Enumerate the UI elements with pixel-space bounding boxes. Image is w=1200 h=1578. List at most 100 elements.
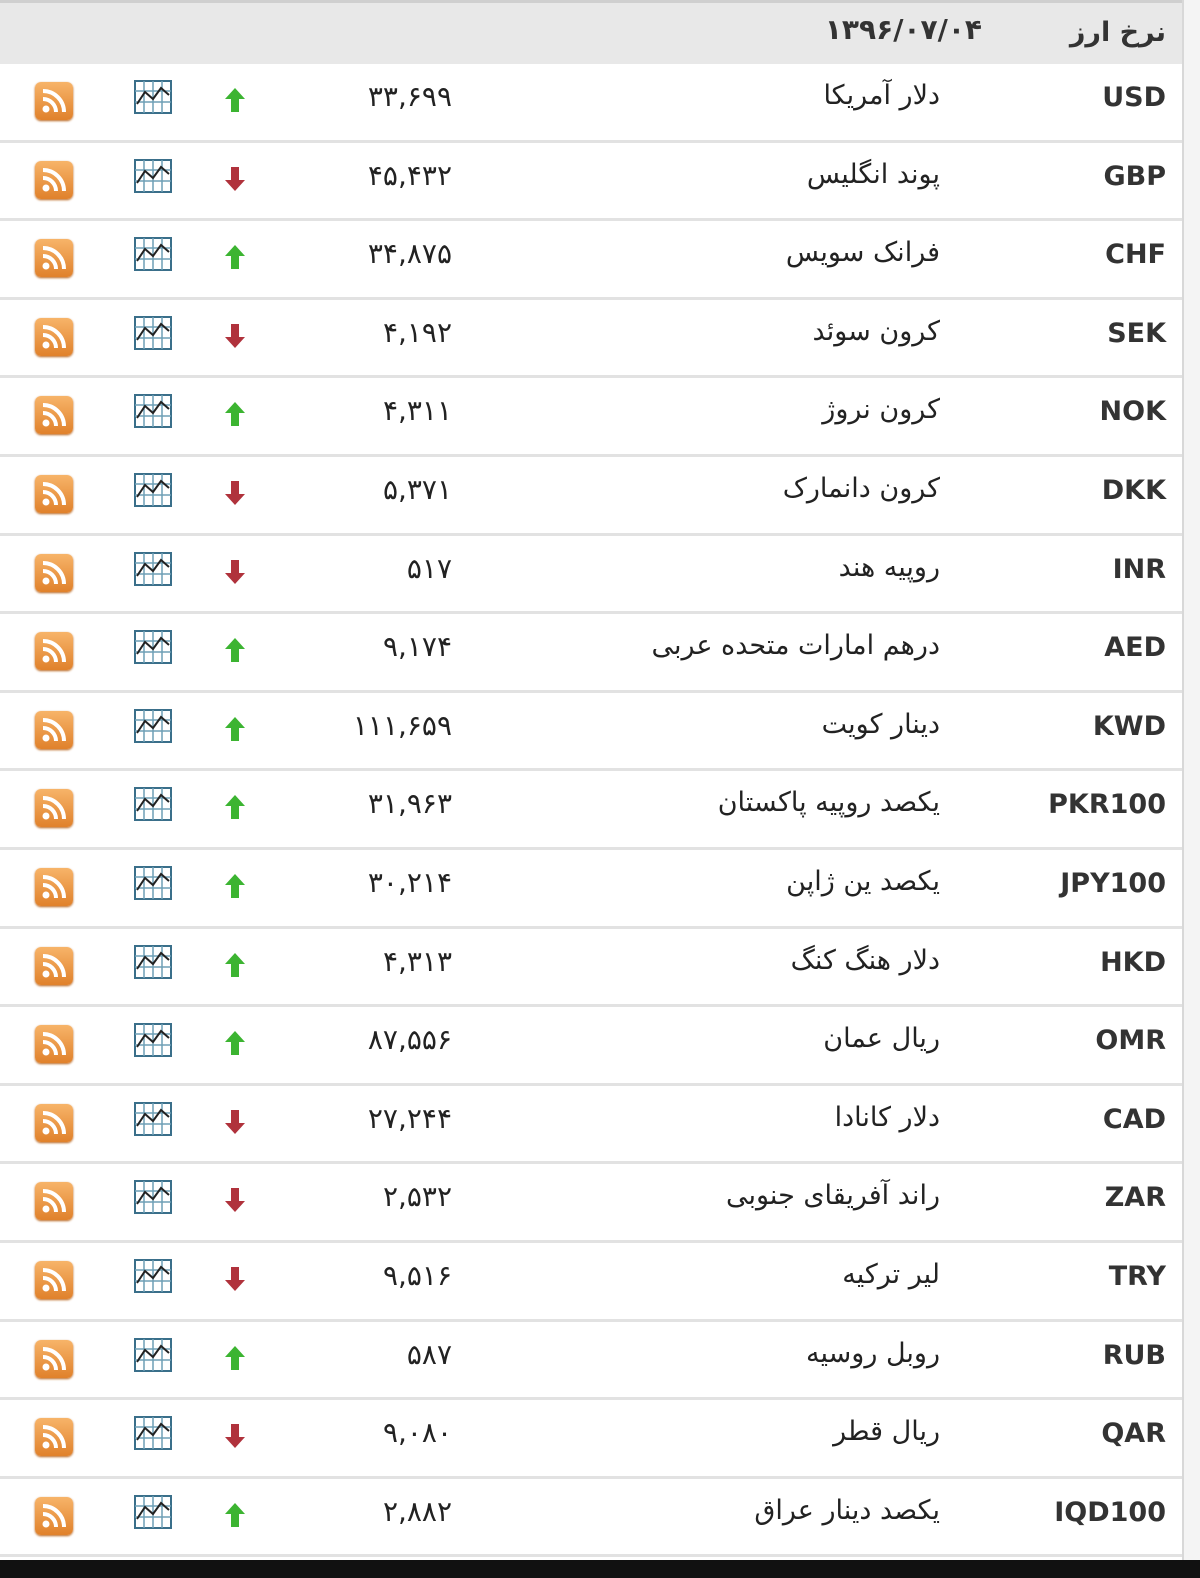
currency-rate: ۹,۰۸۰: [382, 1416, 452, 1450]
rss-feed-icon[interactable]: [35, 396, 73, 435]
chart-icon[interactable]: [134, 551, 172, 586]
rss-feed-icon[interactable]: [35, 82, 73, 120]
chart-icon[interactable]: [134, 394, 172, 429]
currency-rate: ۹,۱۷۴: [382, 630, 452, 664]
arrow-down-icon: [225, 481, 245, 505]
currency-name: لیر ترکیه: [842, 1259, 940, 1290]
currency-name: دلار آمریکا: [823, 80, 940, 111]
chart-icon[interactable]: [134, 1101, 172, 1136]
currency-name: روبل روسیه: [806, 1337, 940, 1369]
currency-rate: ۸۷,۵۵۶: [367, 1023, 452, 1057]
currency-rate: ۹,۵۱۶: [382, 1259, 452, 1292]
rss-feed-icon[interactable]: [35, 317, 73, 356]
currency-code: DKK: [1101, 475, 1166, 506]
currency-code: OMR: [1095, 1025, 1166, 1057]
currency-name: راند آفریقای جنوبی: [725, 1180, 940, 1212]
chart-icon[interactable]: [134, 1494, 172, 1529]
scrollbar-track: [1184, 0, 1200, 1560]
table-row: CAD دلار کانادا ۲۷,۲۴۴: [0, 1086, 1182, 1165]
chart-icon[interactable]: [134, 866, 172, 900]
arrow-up-icon: [225, 88, 245, 112]
rss-feed-icon[interactable]: [35, 1418, 73, 1457]
currency-rate: ۳۳,۶۹۹: [367, 80, 452, 113]
chart-icon[interactable]: [134, 630, 172, 665]
currency-rate: ۲۷,۲۴۴: [367, 1101, 452, 1135]
chart-icon[interactable]: [134, 80, 172, 114]
currency-code: CAD: [1102, 1103, 1166, 1135]
header-date: ۱۳۹۶/۰۷/۰۴: [824, 13, 982, 46]
chart-icon[interactable]: [134, 237, 172, 272]
rss-feed-icon[interactable]: [35, 1182, 73, 1221]
arrow-up-icon: [225, 952, 245, 977]
currency-code: JPY100: [1060, 868, 1166, 899]
table-row: NOK کرون نروژ ۴,۳۱۱: [0, 378, 1182, 457]
table-row: GBP پوند انگلیس ۴۵,۴۳۲: [0, 143, 1182, 222]
currency-code: RUB: [1102, 1339, 1166, 1371]
arrow-down-icon: [225, 166, 245, 191]
chart-icon[interactable]: [134, 1337, 172, 1372]
rss-feed-icon[interactable]: [35, 710, 73, 749]
table-row: CHF فرانک سویس ۳۴,۸۷۵: [0, 221, 1182, 300]
currency-name: ریال قطر: [833, 1416, 940, 1448]
table-row: QAR ریال قطر ۹,۰۸۰: [0, 1400, 1182, 1479]
rss-feed-icon[interactable]: [35, 946, 73, 985]
currency-code: SEK: [1107, 317, 1166, 349]
chart-icon[interactable]: [134, 1416, 172, 1451]
rss-feed-icon[interactable]: [35, 632, 73, 671]
currency-code: IQD100: [1054, 1496, 1166, 1528]
currency-code: CHF: [1105, 239, 1166, 271]
currency-rate: ۴۵,۴۳۲: [367, 158, 452, 192]
currency-name: فرانک سویس: [785, 237, 940, 269]
currency-code: GBP: [1103, 160, 1166, 192]
rss-feed-icon[interactable]: [35, 868, 73, 906]
currency-code: PKR100: [1048, 789, 1166, 821]
currency-rate: ۲,۵۳۲: [382, 1180, 452, 1214]
arrow-down-icon: [225, 1267, 245, 1291]
arrow-up-icon: [225, 874, 245, 898]
currency-code: QAR: [1101, 1418, 1166, 1450]
table-row: KWD دینار کویت ۱۱۱,۶۵۹: [0, 693, 1182, 772]
currency-name: دلار هنگ کنگ: [790, 944, 940, 976]
currency-name: ریال عمان: [823, 1023, 940, 1055]
chart-icon[interactable]: [134, 1259, 172, 1293]
rss-feed-icon[interactable]: [35, 160, 73, 199]
rss-feed-icon[interactable]: [35, 1339, 73, 1378]
chart-icon[interactable]: [134, 473, 172, 507]
table-row: DKK کرون دانمارک ۵,۳۷۱: [0, 457, 1182, 536]
currency-rate: ۲,۸۸۲: [382, 1494, 452, 1528]
currency-rate: ۵,۳۷۱: [382, 473, 452, 506]
bottom-border: [0, 1560, 1200, 1578]
rss-feed-icon[interactable]: [35, 475, 73, 513]
arrow-down-icon: [225, 323, 245, 348]
chart-icon[interactable]: [134, 1023, 172, 1058]
rss-feed-icon[interactable]: [35, 1025, 73, 1064]
currency-name: کرون دانمارک: [782, 473, 940, 504]
table-row: IQD100 یکصد دینار عراق ۲,۸۸۲: [0, 1479, 1182, 1558]
table-row: PKR100 یکصد روپیه پاکستان ۳۱,۹۶۳: [0, 771, 1182, 850]
currency-rate: ۳۴,۸۷۵: [367, 237, 452, 271]
chart-icon[interactable]: [134, 315, 172, 350]
currency-rate: ۱۱۱,۶۵۹: [352, 708, 452, 742]
currency-rate: ۴,۳۱۱: [382, 394, 452, 428]
currency-code: NOK: [1099, 396, 1166, 428]
table-row: HKD دلار هنگ کنگ ۴,۳۱۳: [0, 929, 1182, 1008]
chart-icon[interactable]: [134, 158, 172, 193]
chart-icon[interactable]: [134, 787, 172, 822]
arrow-up-icon: [225, 1345, 245, 1370]
chart-icon[interactable]: [134, 944, 172, 979]
rss-feed-icon[interactable]: [35, 1103, 73, 1142]
currency-rate: ۳۱,۹۶۳: [367, 787, 452, 821]
rss-feed-icon[interactable]: [35, 553, 73, 592]
currency-code: AED: [1104, 632, 1166, 664]
arrow-up-icon: [225, 716, 245, 741]
rss-feed-icon[interactable]: [35, 1496, 73, 1535]
arrow-down-icon: [225, 1424, 245, 1449]
currency-table: نرخ ارز ۱۳۹۶/۰۷/۰۴ USD دلار آمریکا ۳۳,۶۹۹ G…: [0, 0, 1184, 1560]
currency-name: کرون نروژ: [822, 394, 940, 426]
chart-icon[interactable]: [134, 1180, 172, 1215]
currency-name: دلار کانادا: [834, 1101, 940, 1133]
rss-feed-icon[interactable]: [35, 1261, 73, 1299]
chart-icon[interactable]: [134, 708, 172, 743]
rss-feed-icon[interactable]: [35, 239, 73, 278]
rss-feed-icon[interactable]: [35, 789, 73, 828]
